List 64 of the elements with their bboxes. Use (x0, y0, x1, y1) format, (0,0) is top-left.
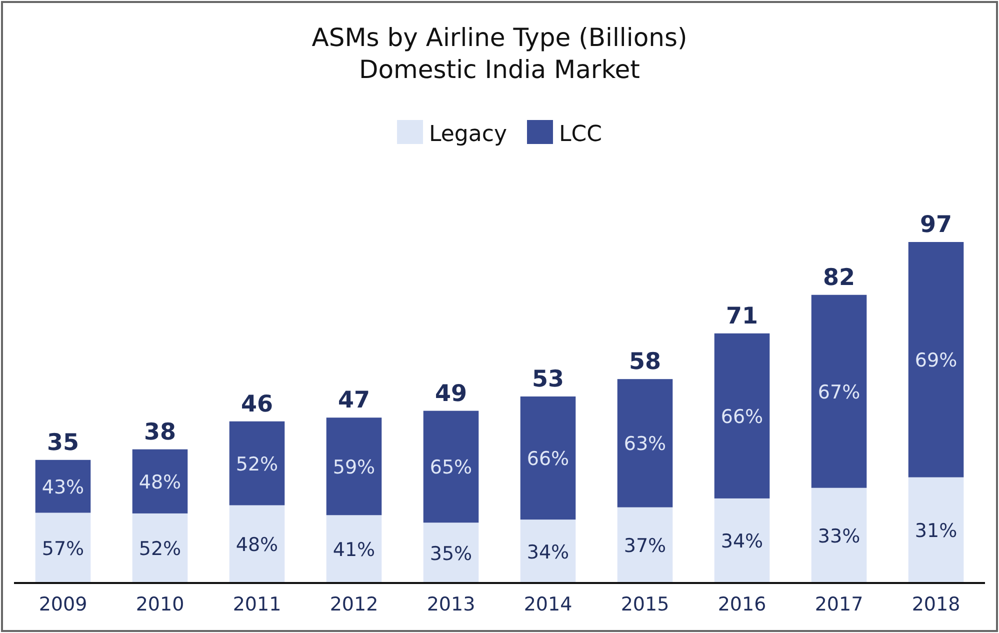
annotation: 35% (430, 542, 472, 565)
annotation: 59% (332, 456, 376, 478)
annotation: 82 (823, 264, 856, 291)
x-tick-label: 2015 (620, 593, 670, 616)
x-tick-label: 2009 (38, 593, 88, 616)
bar (326, 418, 382, 516)
bar (35, 512, 91, 583)
x-tick-label: 2012 (330, 593, 378, 616)
legend-label: LCC (558, 122, 602, 147)
annotation: 52% (236, 453, 278, 476)
annotation: 63% (624, 433, 666, 456)
annotation: 65% (430, 456, 472, 479)
annotation: 66% (720, 406, 764, 428)
annotation: 34% (526, 541, 570, 564)
annotation: 57% (42, 538, 84, 560)
x-tick-label: 2010 (136, 593, 184, 616)
annotation: 38 (144, 419, 176, 446)
bar (229, 505, 285, 583)
annotation: 34% (720, 530, 764, 553)
x-tick-label: 2014 (524, 593, 572, 616)
bar (714, 498, 770, 583)
bar (520, 396, 576, 520)
annotation: 46 (240, 391, 273, 418)
bar (520, 520, 576, 583)
bar (132, 449, 188, 514)
text: 97 (920, 212, 952, 238)
bar (132, 513, 188, 583)
annotation: 67% (818, 381, 860, 404)
bar (908, 477, 964, 583)
x-tick-label: 2013 (426, 593, 476, 616)
bar (326, 515, 382, 583)
annotation: 66% (526, 448, 570, 470)
annotation: 41% (332, 539, 376, 562)
bar (423, 410, 479, 523)
bar (35, 460, 91, 513)
bar (811, 488, 867, 583)
annotation: 71 (726, 303, 758, 330)
annotation: 69% (914, 350, 958, 372)
chart-subtitle: Domestic India Market (359, 55, 640, 84)
bar (423, 522, 479, 583)
annotation: 52% (138, 538, 182, 560)
bar (714, 333, 770, 498)
annotation: 47 (338, 388, 370, 414)
x-tick-label: 2011 (232, 593, 282, 616)
bar (229, 421, 285, 506)
legend-label: Legacy (429, 122, 507, 147)
chart-title: ASMs by Airline Type (Billions) (312, 23, 688, 52)
annotation: 48% (236, 534, 278, 556)
bar (811, 294, 867, 488)
annotation: 49 (434, 380, 468, 407)
annotation: 48% (138, 471, 182, 494)
x-tick-label: 2017 (814, 593, 864, 616)
annotation: 35 (46, 430, 79, 456)
annotation: 33% (818, 525, 860, 548)
annotation: 37% (624, 535, 666, 558)
annotation: 31% (914, 520, 958, 542)
x-tick-label: 2018 (912, 593, 960, 616)
annotation: 58 (628, 349, 662, 376)
bar (617, 379, 673, 508)
bar (908, 242, 964, 478)
bar (617, 507, 673, 583)
annotation: 43% (42, 476, 84, 498)
x-tick-label: 2016 (718, 593, 766, 616)
annotation: 53 (532, 366, 564, 392)
